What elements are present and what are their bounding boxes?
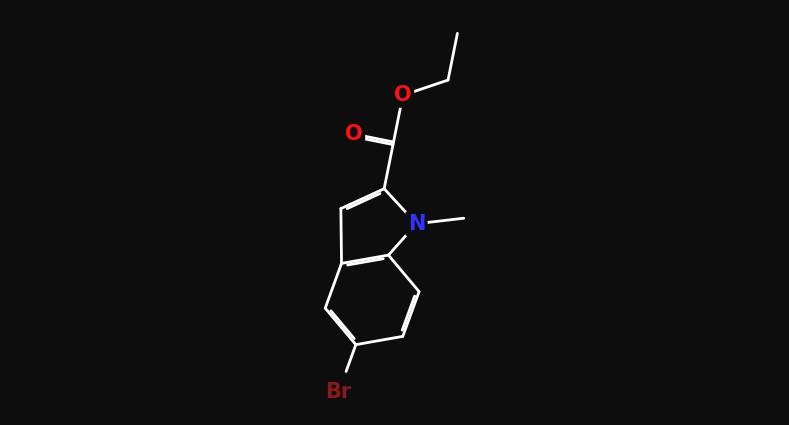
Text: Br: Br — [326, 382, 352, 402]
Text: O: O — [345, 124, 363, 144]
Text: N: N — [408, 214, 425, 234]
Text: O: O — [394, 85, 412, 105]
